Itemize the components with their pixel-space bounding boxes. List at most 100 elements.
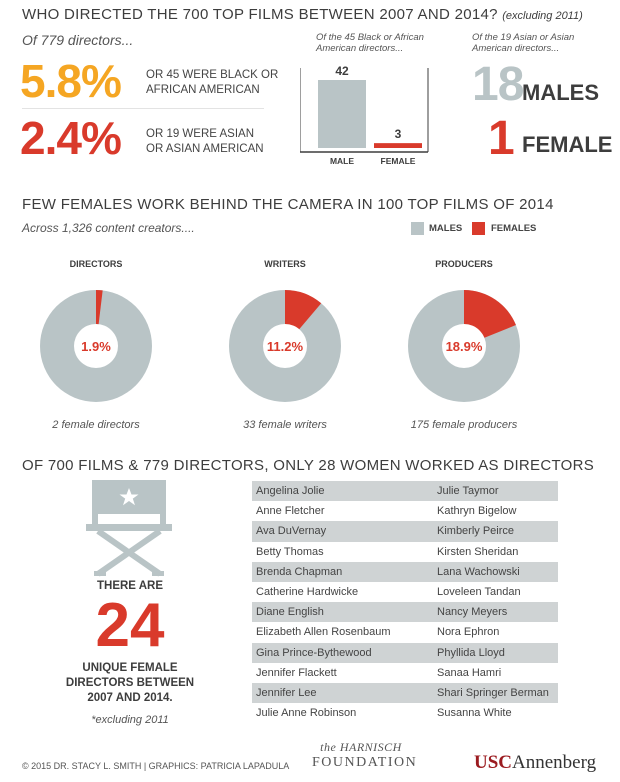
bar-value-label: 3 (395, 127, 402, 141)
intro-text: Of 779 directors... (22, 32, 134, 48)
director-name: Julie Anne Robinson (256, 707, 357, 720)
director-name: Phyllida Lloyd (437, 646, 505, 659)
usc-logo-text: USC (474, 752, 513, 773)
middle-subtitle: Across 1,326 content creators.... (22, 221, 195, 235)
director-name: Elizabeth Allen Rosenbaum (256, 626, 391, 639)
pie-caption: 175 female producers (411, 419, 518, 431)
director-name: Shari Springer Berman (437, 686, 549, 699)
table-row: Betty Thomas Kirsten Sheridan (252, 541, 558, 562)
pie-center (442, 324, 486, 368)
director-name: Jennifer Flackett (256, 666, 337, 679)
director-name: Ava DuVernay (256, 525, 327, 538)
unique-directors-desc: UNIQUE FEMALE DIRECTORS BETWEEN 2007 AND… (40, 661, 220, 706)
table-row: Angelina Jolie Julie Taymor (252, 481, 558, 502)
table-row: Julie Anne Robinson Susanna White (252, 703, 558, 724)
table-row: Brenda Chapman Lana Wachowski (252, 561, 558, 582)
director-name: Sanaa Hamri (437, 666, 502, 679)
legend-males-swatch (411, 222, 424, 235)
pie-title: WRITERS (264, 259, 306, 269)
director-name: Jennifer Lee (256, 686, 317, 699)
stat-asian-desc: OR 19 WERE ASIAN OR ASIAN AMERICAN (146, 127, 264, 157)
stat-black-desc-line2: AFRICAN AMERICAN (146, 84, 260, 96)
asian-caption: Of the 19 Asian or Asian American direct… (472, 32, 574, 54)
table-row: Elizabeth Allen Rosenbaum Nora Ephron (252, 622, 558, 643)
divider (22, 108, 264, 109)
stat-asian-desc-line2: OR ASIAN AMERICAN (146, 143, 264, 155)
unique-desc-line3: 2007 AND 2014. (87, 692, 173, 704)
pie-center (263, 324, 307, 368)
section-title-bottom: OF 700 FILMS & 779 DIRECTORS, ONLY 28 WO… (22, 457, 595, 474)
bar-caption-line2: American directors... (316, 43, 404, 54)
pie-title: PRODUCERS (435, 259, 493, 269)
director-name: Lana Wachowski (437, 565, 520, 578)
bar-category-label: MALE (330, 156, 354, 166)
director-name: Angelina Jolie (256, 485, 325, 497)
content-creators-pie-charts: DIRECTORS 1.9% 2 female directors WRITERS 11… (40, 259, 520, 431)
legend-males-label: MALES (429, 223, 463, 234)
asian-caption-line1: Of the 19 Asian or Asian (472, 32, 575, 43)
table-row: Jennifer Flackett Sanaa Hamri (252, 662, 558, 683)
director-name: Nora Ephron (437, 626, 500, 639)
director-name: Kathryn Bigelow (437, 505, 517, 518)
female-label: FEMALE (522, 132, 613, 157)
males-count: 18 (472, 58, 524, 111)
female-directors-table: Angelina Jolie Julie Taymor Anne Fletcher K… (252, 481, 558, 724)
excluding-note: *excluding 2011 (91, 714, 169, 726)
table-row: Catherine Hardwicke Loveleen Tandan (252, 581, 558, 603)
harnisch-logo-line2: FOUNDATION (312, 755, 418, 770)
section-title-top: WHO DIRECTED THE 700 TOP FILMS BETWEEN 2… (22, 6, 583, 23)
director-name: Betty Thomas (256, 545, 324, 558)
table-row: Diane English Nancy Meyers (252, 602, 558, 623)
pie-caption: 33 female writers (243, 419, 327, 431)
stat-asian-desc-line1: OR 19 WERE ASIAN (146, 128, 255, 140)
table-row: Gina Prince-Bythewood Phyllida Lloyd (252, 642, 558, 663)
director-name: Loveleen Tandan (437, 585, 521, 598)
director-name: Anne Fletcher (256, 505, 325, 518)
bar-value-label: 42 (335, 64, 349, 78)
footer-credit: © 2015 DR. STACY L. SMITH | GRAPHICS: PA… (22, 761, 290, 771)
unique-desc-line2: DIRECTORS BETWEEN (65, 677, 195, 689)
pie-title: DIRECTORS (70, 259, 123, 269)
annenberg-logo-text: Annenberg (512, 752, 597, 773)
top-title-text: WHO DIRECTED THE 700 TOP FILMS BETWEEN 2… (22, 6, 498, 23)
director-name: Catherine Hardwicke (256, 585, 359, 598)
asian-caption-line2: American directors... (472, 43, 560, 54)
bar-caption-line1: Of the 45 Black or African (316, 32, 424, 43)
legend-females-swatch (472, 222, 485, 235)
there-are-label: THERE ARE (96, 580, 164, 592)
section-title-middle: FEW FEMALES WORK BEHIND THE CAMERA IN 10… (22, 196, 554, 213)
harnisch-foundation-logo: the HARNISCH FOUNDATION (312, 740, 418, 771)
top-title-note: (excluding 2011) (502, 10, 583, 22)
director-chair-icon (86, 480, 172, 577)
pie-center (74, 324, 118, 368)
harnisch-logo-line1: the HARNISCH (320, 740, 402, 754)
director-name: Kirsten Sheridan (437, 545, 519, 558)
female-count: 1 (488, 112, 515, 165)
stat-asian-pct: 2.4% (20, 112, 122, 164)
males-label: MALES (522, 80, 599, 105)
stat-black-desc: OR 45 WERE BLACK OR AFRICAN AMERICAN (146, 68, 278, 98)
director-name: Gina Prince-Bythewood (256, 646, 372, 659)
director-name: Nancy Meyers (437, 606, 508, 619)
bar-male (318, 80, 366, 148)
director-name: Diane English (256, 606, 324, 619)
table-row: Anne Fletcher Kathryn Bigelow (252, 501, 558, 522)
pie-center-label: 11.2% (267, 339, 304, 354)
pie-center-label: 1.9% (81, 339, 111, 354)
director-name: Brenda Chapman (256, 565, 343, 578)
unique-directors-count: 24 (95, 591, 165, 660)
director-name: Kimberly Peirce (437, 525, 515, 538)
bar-caption: Of the 45 Black or African American dire… (316, 32, 424, 54)
director-name: Susanna White (437, 707, 512, 720)
pie-caption: 2 female directors (51, 419, 140, 431)
stat-black-desc-line1: OR 45 WERE BLACK OR (146, 69, 279, 81)
bar-category-label: FEMALE (381, 156, 416, 166)
stat-black-pct: 5.8% (20, 55, 122, 107)
table-row: Ava DuVernay Kimberly Peirce (252, 521, 558, 542)
bar-female (374, 143, 422, 148)
unique-desc-line1: UNIQUE FEMALE (82, 662, 178, 674)
usc-annenberg-logo: USCAnnenberg (474, 752, 596, 774)
director-name: Julie Taymor (437, 485, 499, 497)
black-directors-bar-chart: 42 MALE 3 FEMALE (300, 64, 429, 166)
table-row: Jennifer Lee Shari Springer Berman (252, 682, 558, 704)
